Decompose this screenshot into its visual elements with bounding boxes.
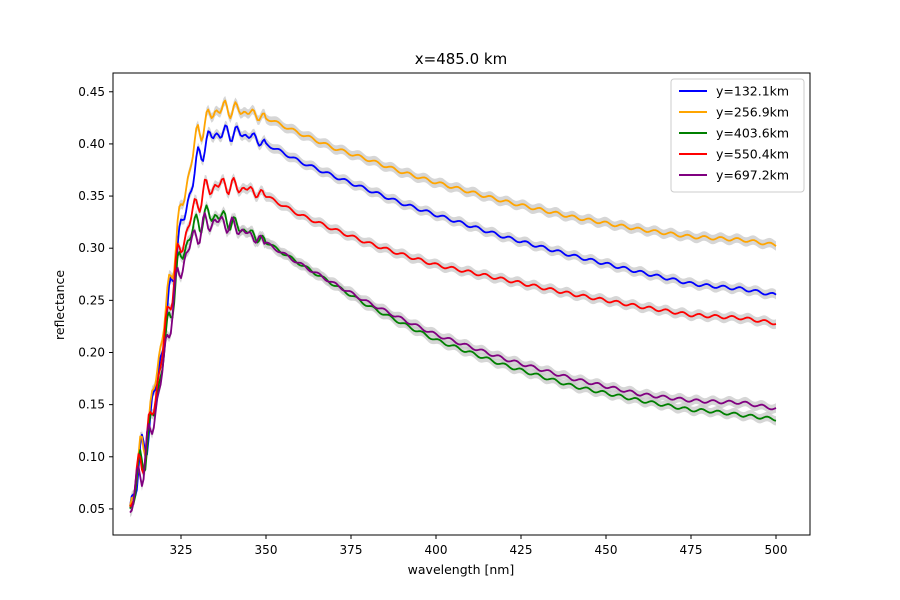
- x-tick-label: 500: [765, 543, 788, 557]
- uncertainty-band-3: [130, 200, 776, 514]
- legend-item-label: y=550.4km: [716, 147, 789, 162]
- y-tick-label: 0.40: [78, 137, 105, 151]
- x-tick-label: 475: [680, 543, 703, 557]
- y-tick-label: 0.15: [78, 398, 105, 412]
- plot-area: [129, 95, 777, 518]
- uncertainty-band-5: [130, 208, 776, 518]
- legend-item-label: y=132.1km: [716, 84, 789, 99]
- x-tick-label: 325: [170, 543, 193, 557]
- series-line-3: [129, 204, 777, 509]
- series-line-2: [129, 99, 777, 507]
- x-tick-label: 350: [255, 543, 278, 557]
- axes: 325 350 375 400 425 450 475 500 0.05 0.10 0.15 0.20…: [78, 72, 811, 557]
- chart-title: x=485.0 km: [415, 50, 507, 68]
- y-tick-label: 0.20: [78, 345, 105, 359]
- y-tick-label: 0.05: [78, 502, 105, 516]
- x-tick-label: 400: [425, 543, 448, 557]
- y-tick-label: 0.45: [78, 85, 105, 99]
- x-tick-label: 375: [340, 543, 363, 557]
- series-line-1: [129, 124, 777, 507]
- y-tick-label: 0.10: [78, 450, 105, 464]
- y-tick-label: 0.30: [78, 241, 105, 255]
- y-axis-label: reflectance: [52, 270, 67, 340]
- series-line-4: [129, 177, 777, 508]
- series-line-5: [129, 212, 777, 514]
- axes-frame: [112, 72, 811, 536]
- y-tick-label: 0.25: [78, 293, 105, 307]
- legend-item-label: y=403.6km: [716, 126, 789, 141]
- x-tick-label: 450: [595, 543, 618, 557]
- legend-item-label: y=697.2km: [716, 168, 789, 183]
- legend-item-label: y=256.9km: [716, 105, 789, 120]
- x-axis-label: wavelength [nm]: [408, 562, 515, 577]
- y-tick-label: 0.35: [78, 189, 105, 203]
- legend: y=132.1km y=256.9km y=403.6km y=550.4km y=69…: [670, 78, 805, 193]
- legend-box: [670, 78, 805, 193]
- x-tick-label: 425: [510, 543, 533, 557]
